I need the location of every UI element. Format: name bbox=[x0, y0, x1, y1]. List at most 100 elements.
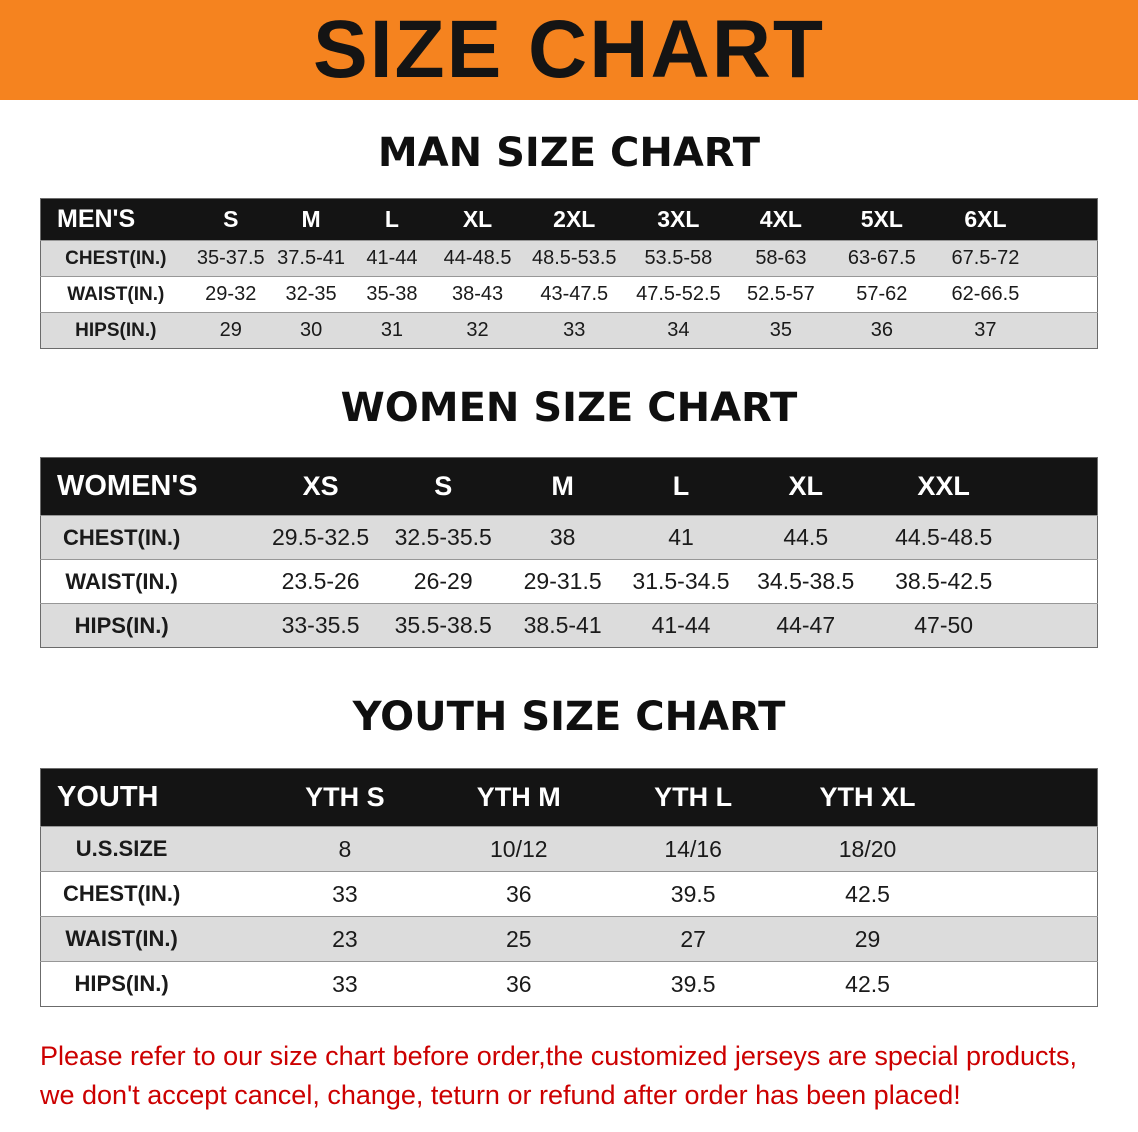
table-row: HIPS(IN.) 33-35.5 35.5-38.5 38.5-41 41-4… bbox=[40, 603, 1098, 648]
table-header-row: YOUTH YTH S YTH M YTH L YTH XL bbox=[40, 768, 1098, 827]
table-cell: 26-29 bbox=[382, 559, 504, 604]
youth-section-title: YOUTH SIZE CHART bbox=[352, 694, 786, 740]
table-header-cell: XXL bbox=[871, 457, 1017, 516]
table-header-cell: M bbox=[503, 457, 622, 516]
table-cell: 27 bbox=[605, 916, 781, 962]
table-cell: 32 bbox=[432, 312, 523, 349]
table-filler-cell bbox=[954, 826, 1098, 872]
table-header-cell: S bbox=[382, 457, 504, 516]
men-section-title: MAN SIZE CHART bbox=[377, 130, 761, 176]
banner: SIZE CHART bbox=[0, 0, 1138, 100]
table-header-cell: M bbox=[270, 198, 352, 241]
table-filler-cell bbox=[1038, 276, 1098, 313]
table-header-cell: XL bbox=[432, 198, 523, 241]
table-filler-cell bbox=[954, 871, 1098, 917]
table-cell: 10/12 bbox=[431, 826, 606, 872]
row-label-cell: HIPS(IN.) bbox=[40, 603, 259, 648]
table-cell: 33 bbox=[258, 961, 432, 1007]
table-header-cell: YTH S bbox=[258, 768, 432, 827]
table-cell: 8 bbox=[258, 826, 432, 872]
table-cell: 42.5 bbox=[780, 871, 955, 917]
table-cell: 29-32 bbox=[190, 276, 271, 313]
table-row: WAIST(IN.) 23 25 27 29 bbox=[40, 916, 1098, 962]
table-row: CHEST(IN.) 35-37.5 37.5-41 41-44 44-48.5… bbox=[40, 240, 1098, 277]
table-cell: 37 bbox=[932, 312, 1039, 349]
table-header-cell: 4XL bbox=[730, 198, 832, 241]
row-label-cell: CHEST(IN.) bbox=[40, 871, 259, 917]
women-size-table: WOMEN'S XS S M L XL XXL CHEST(IN.) 29.5-… bbox=[40, 457, 1098, 648]
table-header-cell: L bbox=[621, 457, 741, 516]
table-cell: 32-35 bbox=[270, 276, 352, 313]
table-filler-cell bbox=[954, 961, 1098, 1007]
table-cell: 36 bbox=[431, 871, 606, 917]
table-cell: 41-44 bbox=[351, 240, 433, 277]
table-cell: 23 bbox=[258, 916, 432, 962]
table-cell: 38.5-42.5 bbox=[871, 559, 1017, 604]
table-header-cell: WOMEN'S bbox=[40, 457, 259, 516]
table-cell: 29 bbox=[190, 312, 271, 349]
page-title: SIZE CHART bbox=[313, 4, 825, 95]
table-cell: 37.5-41 bbox=[270, 240, 352, 277]
table-header-cell: XL bbox=[740, 457, 872, 516]
table-cell: 44.5-48.5 bbox=[871, 515, 1017, 560]
table-cell: 35 bbox=[730, 312, 832, 349]
table-header-filler bbox=[954, 768, 1098, 827]
table-cell: 44-47 bbox=[740, 603, 872, 648]
table-filler-cell bbox=[954, 916, 1098, 962]
table-cell: 41 bbox=[621, 515, 741, 560]
table-cell: 43-47.5 bbox=[522, 276, 627, 313]
table-header-cell: XS bbox=[258, 457, 383, 516]
table-cell: 47-50 bbox=[871, 603, 1017, 648]
note-line-2: we don't accept cancel, change, teturn o… bbox=[40, 1080, 961, 1111]
table-filler-cell bbox=[1038, 312, 1098, 349]
table-header-cell: 5XL bbox=[831, 198, 933, 241]
table-cell: 47.5-52.5 bbox=[626, 276, 731, 313]
table-row: HIPS(IN.) 29 30 31 32 33 34 35 36 37 bbox=[40, 312, 1098, 349]
table-cell: 35.5-38.5 bbox=[382, 603, 504, 648]
table-header-row: MEN'S S M L XL 2XL 3XL 4XL 5XL 6XL bbox=[40, 198, 1098, 241]
row-label-cell: CHEST(IN.) bbox=[40, 515, 259, 560]
table-header-cell: YTH M bbox=[431, 768, 606, 827]
table-filler-cell bbox=[1038, 240, 1098, 277]
row-label-cell: U.S.SIZE bbox=[40, 826, 259, 872]
table-cell: 39.5 bbox=[605, 871, 781, 917]
table-cell: 36 bbox=[431, 961, 606, 1007]
table-row: CHEST(IN.) 29.5-32.5 32.5-35.5 38 41 44.… bbox=[40, 515, 1098, 560]
table-header-cell: YOUTH bbox=[40, 768, 259, 827]
row-label-cell: WAIST(IN.) bbox=[40, 276, 191, 313]
table-cell: 38-43 bbox=[432, 276, 523, 313]
table-cell: 32.5-35.5 bbox=[382, 515, 504, 560]
table-cell: 57-62 bbox=[831, 276, 933, 313]
table-filler-cell bbox=[1016, 559, 1098, 604]
men-size-table: MEN'S S M L XL 2XL 3XL 4XL 5XL 6XL CHEST… bbox=[40, 198, 1098, 349]
table-cell: 33-35.5 bbox=[258, 603, 383, 648]
table-header-cell: MEN'S bbox=[40, 198, 191, 241]
table-cell: 34 bbox=[626, 312, 731, 349]
table-cell: 44-48.5 bbox=[432, 240, 523, 277]
table-cell: 39.5 bbox=[605, 961, 781, 1007]
table-cell: 42.5 bbox=[780, 961, 955, 1007]
table-row: CHEST(IN.) 33 36 39.5 42.5 bbox=[40, 871, 1098, 917]
table-header-cell: 2XL bbox=[522, 198, 627, 241]
women-size-section: WOMEN SIZE CHART WOMEN'S XS S M L XL XXL bbox=[0, 385, 1138, 648]
table-cell: 38 bbox=[503, 515, 622, 560]
footer-note: Please refer to our size chart before or… bbox=[40, 1037, 1138, 1115]
table-cell: 14/16 bbox=[605, 826, 781, 872]
table-header-cell: 3XL bbox=[626, 198, 731, 241]
table-header-filler bbox=[1038, 198, 1098, 241]
women-section-title: WOMEN SIZE CHART bbox=[340, 385, 798, 431]
table-cell: 44.5 bbox=[740, 515, 872, 560]
table-cell: 38.5-41 bbox=[503, 603, 622, 648]
note-line-1: Please refer to our size chart before or… bbox=[40, 1041, 1078, 1071]
table-row: HIPS(IN.) 33 36 39.5 42.5 bbox=[40, 961, 1098, 1007]
table-cell: 29-31.5 bbox=[503, 559, 622, 604]
men-size-section: MAN SIZE CHART MEN'S S M L XL 2XL 3XL 4X… bbox=[0, 130, 1138, 349]
table-header-cell: YTH XL bbox=[780, 768, 955, 827]
table-header-cell: S bbox=[190, 198, 271, 241]
table-header-cell: L bbox=[351, 198, 433, 241]
youth-size-section: YOUTH SIZE CHART YOUTH YTH S YTH M YTH L… bbox=[0, 694, 1138, 1007]
row-label-cell: HIPS(IN.) bbox=[40, 312, 191, 349]
table-cell: 30 bbox=[270, 312, 352, 349]
table-cell: 35-37.5 bbox=[190, 240, 271, 277]
